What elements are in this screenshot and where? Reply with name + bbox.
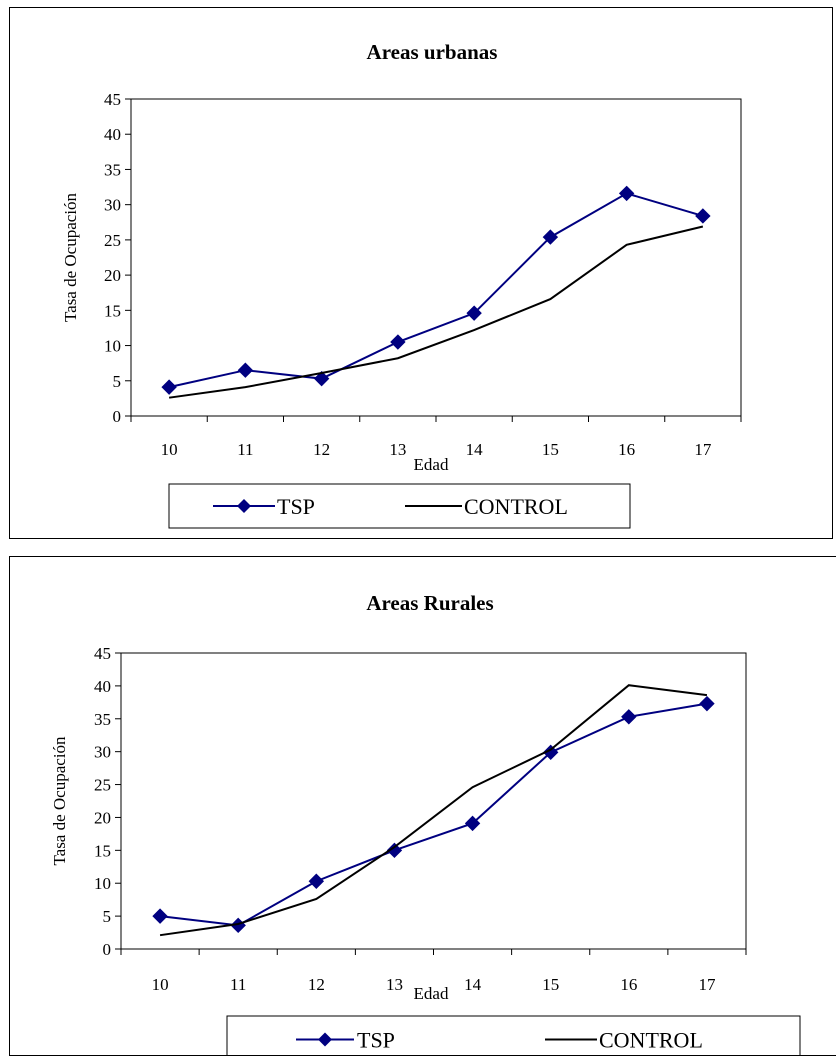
x-tick-label: 11 [230, 975, 246, 994]
y-axis-label: Tasa de Ocupación [50, 736, 69, 866]
y-tick-label: 30 [94, 743, 111, 762]
x-tick-label: 16 [618, 440, 635, 459]
rural-chart: Areas Rurales 0 5 10 15 20 25 30 35 40 45 10 11 12 13 1… [50, 591, 801, 1055]
data-point-tsp [464, 815, 481, 832]
data-point-tsp [152, 908, 168, 924]
y-tick-label: 25 [104, 231, 121, 250]
data-point-tsp [161, 379, 177, 395]
y-tick-label: 40 [94, 677, 111, 696]
y-tick-label: 0 [103, 940, 112, 959]
data-point-tsp [313, 370, 330, 387]
legend-marker-tsp [318, 1032, 332, 1047]
data-point-tsp [308, 873, 325, 889]
y-tick-label: 40 [104, 125, 121, 144]
legend-label-tsp: TSP [277, 494, 315, 519]
y-tick-label: 20 [94, 808, 111, 827]
y-tick-label: 10 [94, 874, 111, 893]
y-tick-label: 15 [94, 841, 111, 860]
chart-panel-rural: Areas Rurales 0 5 10 15 20 25 30 35 40 45 10 11 12 13 1… [9, 556, 836, 1056]
legend-marker-tsp [237, 499, 251, 513]
y-tick-label: 45 [104, 90, 121, 109]
urban-chart: Areas urbanas 0 5 10 15 20 25 30 35 40 45 10 11 12 13 1… [61, 40, 742, 529]
x-tick-label: 12 [308, 975, 325, 994]
data-point-tsp [695, 208, 711, 224]
x-tick-label: 10 [161, 440, 178, 459]
data-point-tsp [699, 695, 715, 712]
data-point-tsp [237, 362, 254, 378]
series-line-tsp [168, 192, 704, 389]
x-tick-label: 11 [237, 440, 253, 459]
data-point-tsp [390, 334, 406, 350]
x-tick-label: 13 [389, 440, 406, 459]
x-axis-label: Edad [414, 984, 449, 1003]
series-line-control [159, 684, 708, 937]
data-point-tsp [542, 229, 559, 245]
x-tick-label: 10 [152, 975, 169, 994]
y-tick-label: 15 [104, 301, 121, 320]
x-axis-label: Edad [414, 455, 449, 474]
legend-label-control: CONTROL [464, 494, 568, 519]
x-tick-label: 17 [694, 440, 712, 459]
x-tick-label: 16 [620, 975, 637, 994]
x-tick-label: 13 [386, 975, 403, 994]
plot-area [120, 652, 747, 950]
data-point-tsp [466, 305, 482, 321]
data-point-tsp [618, 185, 635, 202]
data-point-tsp [621, 709, 637, 725]
x-tick-label: 14 [464, 975, 482, 994]
legend-label-tsp: TSP [357, 1028, 395, 1053]
y-tick-label: 0 [113, 407, 122, 426]
series-line-tsp [159, 702, 708, 927]
chart-panel-urban: Areas urbanas 0 5 10 15 20 25 30 35 40 45 10 11 12 13 1… [9, 7, 833, 539]
y-tick-label: 5 [103, 907, 112, 926]
chart-title: Areas Rurales [366, 591, 493, 615]
x-tick-label: 17 [698, 975, 716, 994]
series-line-control [168, 225, 704, 399]
y-tick-label: 35 [104, 160, 121, 179]
x-tick-label: 15 [542, 440, 559, 459]
x-tick-label: 15 [542, 975, 559, 994]
y-tick-label: 35 [94, 710, 111, 729]
y-axis-label: Tasa de Ocupación [61, 192, 80, 322]
y-tick-label: 10 [104, 337, 121, 356]
y-tick-label: 30 [104, 196, 121, 215]
x-tick-label: 12 [313, 440, 330, 459]
data-point-tsp [542, 744, 559, 761]
legend-label-control: CONTROL [599, 1028, 703, 1053]
y-tick-label: 20 [104, 266, 121, 285]
y-tick-label: 25 [94, 776, 111, 795]
x-tick-label: 14 [466, 440, 484, 459]
legend-box [226, 1015, 801, 1055]
y-tick-label: 5 [113, 372, 122, 391]
y-tick-label: 45 [94, 644, 111, 663]
data-point-tsp [386, 842, 403, 859]
chart-title: Areas urbanas [367, 40, 498, 64]
plot-area [130, 98, 742, 417]
